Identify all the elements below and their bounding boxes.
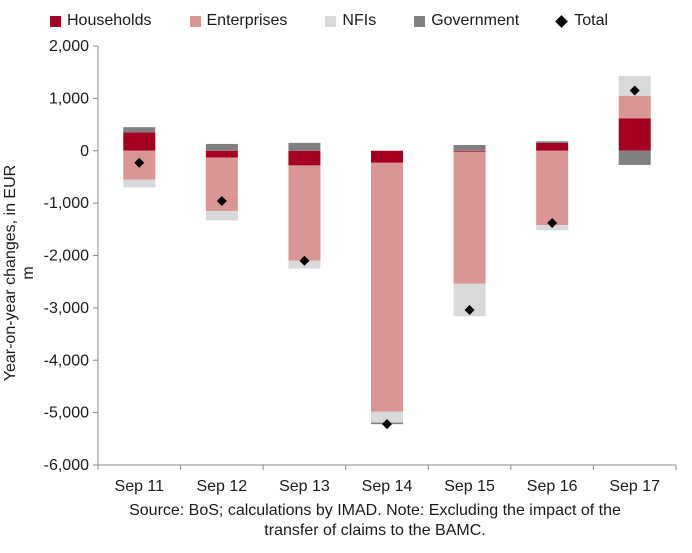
bar-government [453,144,486,151]
x-tick-label: Sep 16 [527,478,578,495]
y-tick-label: -4,000 [44,352,89,369]
total-marker [547,218,558,229]
x-tick-label: Sep 17 [609,478,660,495]
y-tick-label: -5,000 [44,405,89,422]
total-marker [134,157,145,168]
legend-label-nfis: NFIs [342,12,377,29]
legend-swatch-enterprises [189,15,201,27]
y-tick-label: -3,000 [44,300,89,317]
y-tick-label: -2,000 [44,248,89,265]
bar-enterprises [288,165,321,261]
legend-label-enterprises: Enterprises [206,12,288,29]
x-tick-label: Sep 15 [444,478,495,495]
bar-government [536,141,569,143]
bar-government [123,127,156,133]
bar-households [371,150,403,163]
bar-nfis [205,210,238,221]
legend-swatch-government [414,15,426,27]
source-line-2: transfer of claims to the BAMC. [264,522,486,539]
total-marker [629,85,640,96]
bar-enterprises [618,95,651,119]
bar-households [205,150,238,158]
bar-enterprises [453,151,486,284]
y-tick-label: 1,000 [49,90,89,107]
bar-households [453,150,486,152]
legend-item-households: Households [50,12,152,30]
x-tick-label: Sep 12 [196,478,247,495]
x-tick-label: Sep 11 [115,478,165,495]
bar-households [536,142,569,151]
x-tick-label: Sep 14 [362,478,413,495]
legend-item-government: Government [414,12,519,30]
bar-government [205,143,238,151]
bar-government [618,150,651,165]
bar-enterprises [536,150,569,226]
source-line-1: Source: BoS; calculations by IMAD. Note:… [129,502,621,519]
source-note: Source: BoS; calculations by IMAD. Note:… [60,501,690,541]
bar-nfis [371,411,403,423]
legend-label-total: Total [574,12,609,29]
legend-item-nfis: NFIs [325,12,376,30]
legend-swatch-households [50,15,61,27]
y-tick-label: -1,000 [44,195,89,212]
y-tick-label: 0 [80,143,89,160]
y-tick-label: 2,000 [49,38,89,55]
bar-enterprises [371,162,403,412]
legend-item-enterprises: Enterprises [189,12,288,30]
legend-label-households: Households [67,12,152,29]
total-marker [216,196,227,207]
bar-nfis [123,179,156,188]
bar-households [618,118,651,151]
legend: Households Enterprises NFIs Government T… [50,12,608,30]
x-tick-label: Sep 13 [279,478,330,495]
legend-swatch-nfis [325,15,337,27]
bar-households [123,132,156,151]
total-marker [299,255,310,266]
legend-marker-total [555,14,569,28]
y-tick-label: -6,000 [44,457,89,474]
bar-government [288,142,321,151]
y-axis-label: Year-on-year changes, in EUR m [2,164,37,382]
bar-households [288,150,321,166]
total-marker [382,419,392,430]
total-marker [464,304,475,315]
legend-item-total: Total [555,12,609,30]
legend-label-government: Government [431,12,520,29]
